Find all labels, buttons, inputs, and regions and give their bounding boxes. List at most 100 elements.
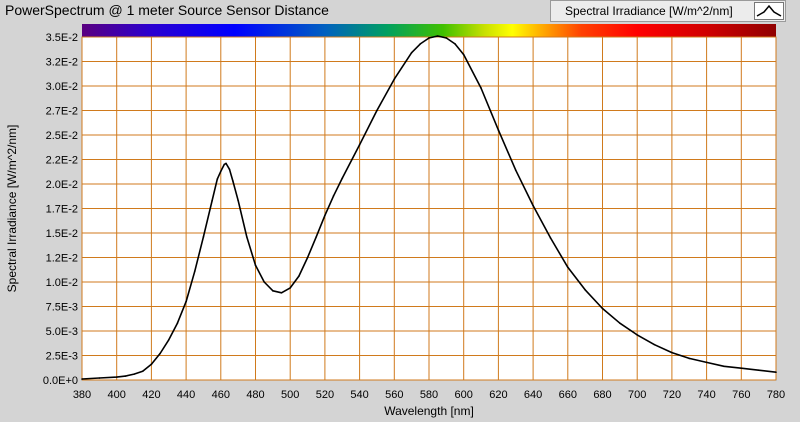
y-tick-label: 1.0E-2 [46, 277, 78, 289]
x-axis-label: Wavelength [nm] [384, 404, 474, 418]
y-tick-label: 2.5E-2 [46, 130, 78, 142]
data-point [332, 194, 335, 197]
data-point [216, 178, 219, 180]
data-point [324, 214, 326, 217]
data-point [497, 129, 500, 131]
x-tick-label: 460 [212, 389, 230, 401]
data-point [237, 199, 239, 202]
data-point [567, 266, 569, 269]
data-point [445, 37, 448, 39]
data-point [688, 357, 691, 360]
x-tick-label: 480 [246, 389, 264, 401]
data-point [115, 376, 118, 378]
line-plot-swatch-glyph [756, 4, 782, 17]
y-tick-label: 3.5E-2 [46, 32, 78, 44]
data-point [306, 256, 309, 259]
data-point [176, 322, 179, 324]
y-tick-label: 1.7E-2 [46, 204, 78, 216]
line-plot-swatch-icon[interactable] [754, 2, 784, 20]
y-tick-label: 5.0E-3 [46, 326, 78, 338]
x-tick-label: 580 [420, 389, 438, 401]
data-point [228, 168, 231, 171]
data-point [393, 78, 396, 80]
data-point [185, 300, 187, 303]
data-point [220, 170, 222, 173]
data-point [167, 339, 170, 341]
data-point [428, 37, 430, 39]
x-tick-label: 660 [559, 389, 577, 401]
data-point [232, 180, 234, 182]
x-tick-label: 600 [455, 389, 473, 401]
y-tick-label: 1.2E-2 [46, 253, 78, 265]
data-point [272, 290, 274, 292]
data-point [202, 236, 205, 238]
legend-series-label: Spectral Irradiance [W/m^2/nm] [565, 4, 733, 18]
data-point [124, 375, 127, 377]
spectrum-color-band [82, 24, 776, 37]
data-point [98, 377, 101, 379]
x-tick-label: 400 [108, 389, 126, 401]
y-tick-label: 2.5E-3 [46, 351, 78, 363]
data-point [419, 43, 422, 45]
data-point [514, 169, 517, 172]
x-tick-label: 700 [628, 389, 646, 401]
data-point [584, 289, 586, 291]
data-point [462, 53, 465, 56]
data-point [341, 177, 344, 179]
y-tick-label: 2.7E-2 [46, 106, 78, 118]
x-tick-label: 520 [316, 389, 334, 401]
data-point [223, 163, 226, 166]
x-tick-label: 640 [524, 389, 542, 401]
data-point [740, 367, 743, 370]
x-tick-label: 560 [385, 389, 403, 401]
data-point [263, 281, 265, 283]
data-point [619, 322, 621, 324]
data-point [254, 264, 257, 267]
data-point [225, 162, 227, 165]
data-point [211, 199, 213, 202]
x-tick-label: 500 [281, 389, 299, 401]
y-tick-label: 3.0E-2 [46, 81, 78, 93]
data-point [454, 43, 456, 45]
y-axis-label: Spectral Irradiance [W/m^2/nm] [5, 125, 19, 293]
data-point [193, 270, 196, 273]
x-tick-label: 740 [697, 389, 715, 401]
y-tick-label: 7.5E-3 [46, 302, 78, 314]
y-tick-label: 0.0E+0 [43, 375, 78, 387]
data-point [159, 352, 161, 355]
data-point [757, 369, 760, 372]
data-point [653, 343, 656, 346]
data-point [410, 51, 413, 54]
data-point [549, 237, 552, 239]
data-point [81, 378, 83, 380]
data-point [480, 87, 482, 89]
data-point [671, 351, 673, 354]
data-point [133, 373, 135, 375]
data-point [636, 334, 638, 336]
data-point [315, 236, 318, 238]
data-point [376, 109, 378, 112]
window-title: PowerSpectrum @ 1 meter Source Sensor Di… [5, 2, 329, 18]
data-point [280, 291, 283, 294]
x-tick-label: 760 [732, 389, 750, 401]
data-point [436, 35, 439, 37]
legend[interactable]: Spectral Irradiance [W/m^2/nm] [550, 0, 786, 22]
x-tick-label: 720 [663, 389, 681, 401]
x-tick-label: 680 [593, 389, 611, 401]
y-tick-label: 1.5E-2 [46, 228, 78, 240]
y-tick-label: 2.2E-2 [46, 155, 78, 167]
y-tick-label: 3.2E-2 [46, 57, 78, 69]
data-point [289, 287, 292, 289]
data-point [723, 365, 725, 368]
data-point [150, 363, 153, 366]
data-point [601, 307, 604, 310]
x-tick-label: 780 [767, 389, 785, 401]
data-point [705, 361, 708, 364]
x-tick-label: 540 [350, 389, 368, 401]
x-tick-label: 380 [73, 389, 91, 401]
y-tick-label: 2.0E-2 [46, 179, 78, 191]
data-point [775, 371, 777, 373]
data-point [358, 144, 361, 146]
data-point [246, 236, 248, 238]
